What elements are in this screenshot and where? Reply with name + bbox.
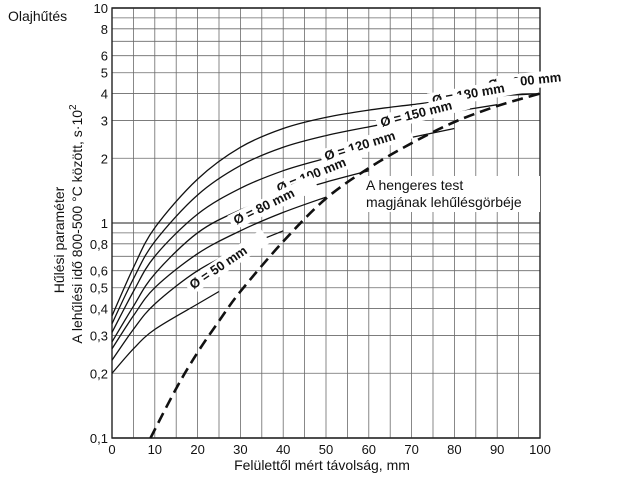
y-tick-label: 10 — [94, 1, 108, 16]
x-tick-label: 20 — [190, 442, 204, 457]
y-tick-label: 0,2 — [90, 366, 108, 381]
dashed-curve-group — [149, 92, 541, 439]
y-tick-label: 2 — [101, 151, 108, 166]
dashed-curve-annotation: A hengeres test magjának lehűlésgörbéje — [366, 177, 522, 210]
x-tick-label: 10 — [148, 442, 162, 457]
y-tick-label: 6 — [101, 49, 108, 64]
x-tick-label: 40 — [276, 442, 290, 457]
chart-title: Olajhűtés — [8, 8, 67, 24]
y-tick-label: 4 — [101, 87, 108, 102]
y-axis-label-line1: Hűlési paraméter — [51, 186, 67, 293]
series-line — [111, 196, 327, 350]
y-tick-label: 5 — [101, 66, 108, 81]
y-tick-label: 0,4 — [90, 302, 108, 317]
curve-label-background — [183, 229, 271, 296]
y-tick-label: 3 — [101, 113, 108, 128]
x-axis-label: Felülettől mért távolság, mm — [234, 457, 410, 473]
plot-frame — [111, 7, 541, 439]
x-tick-label: 60 — [362, 442, 376, 457]
x-tick-label: 70 — [404, 442, 418, 457]
curve-label-background — [227, 174, 319, 231]
y-axis-label-exponent: 2 — [68, 104, 79, 110]
y-tick-label: 1 — [101, 216, 108, 231]
curve-label-background — [374, 93, 470, 132]
y-axis-label-text: A lehűlési idő 800-500 °C között, s·10 — [69, 110, 85, 344]
annotation-line-1: A hengeres test — [366, 177, 463, 193]
y-tick-label: 0,8 — [90, 237, 108, 252]
x-tick-label: 80 — [447, 442, 461, 457]
annotation-line-2: magjának lehűlésgörbéje — [366, 194, 522, 210]
x-tick-label: 0 — [108, 442, 115, 457]
y-axis-label-line2: A lehűlési idő 800-500 °C között, s·102 — [68, 104, 85, 344]
x-tick-label: 50 — [319, 442, 333, 457]
annotation-background — [358, 176, 540, 212]
series-line — [111, 290, 220, 374]
y-tick-label: 0,6 — [90, 264, 108, 279]
axes: 0 10 20 30 40 50 60 70 80 90 100 0,1 0,2 0,3 0,4 0,5 0,6… — [90, 1, 551, 457]
series-line — [111, 170, 369, 343]
x-tick-label: 30 — [233, 442, 247, 457]
y-tick-label: 0,3 — [90, 328, 108, 343]
y-tick-label: 0,1 — [90, 431, 108, 446]
y-tick-label: 0,5 — [90, 281, 108, 296]
x-tick-label: 90 — [490, 442, 504, 457]
dashed-core-cooling-curve — [149, 92, 541, 439]
x-tick-label: 100 — [529, 442, 551, 457]
y-tick-label: 8 — [101, 22, 108, 37]
curve-label-group: Ø = 50 mm — [183, 229, 271, 296]
grid — [111, 7, 541, 439]
curve-label-group: Ø = 150 mm — [374, 93, 470, 132]
